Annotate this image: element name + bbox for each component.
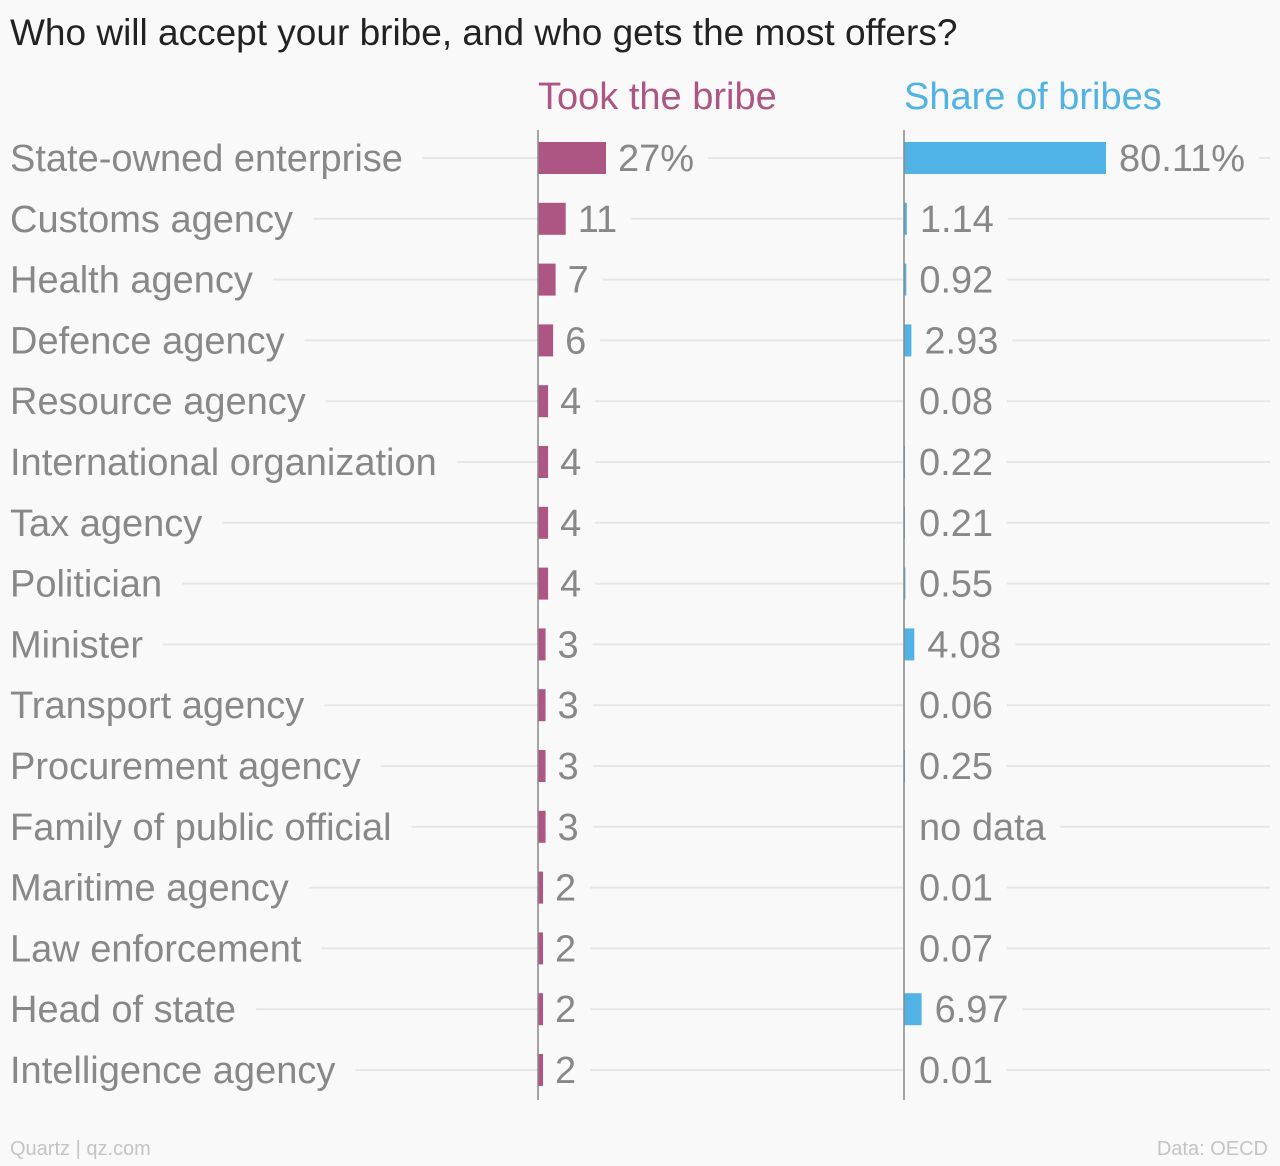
value-label-share: 0.25 — [919, 746, 993, 788]
value-label-took: 4 — [560, 503, 581, 545]
value-label-share: 0.08 — [919, 381, 993, 423]
category-label: Family of public official — [10, 807, 392, 849]
data-source: Data: OECD — [1156, 1138, 1268, 1160]
bar-took — [538, 324, 554, 357]
value-label-took: 2 — [555, 928, 576, 970]
bar-took — [538, 567, 549, 600]
bar-took — [538, 993, 544, 1026]
series-header-took: Took the bribe — [538, 76, 777, 118]
category-label: Customs agency — [10, 199, 293, 241]
category-label: Head of state — [10, 989, 236, 1031]
bar-took — [538, 1054, 544, 1086]
category-label: Minister — [10, 624, 143, 666]
value-label-share: 80.11% — [1119, 138, 1245, 180]
value-label-took: 3 — [558, 685, 579, 727]
value-label-took: 6 — [565, 320, 586, 362]
value-label-took: 4 — [560, 381, 581, 423]
bar-took — [538, 202, 566, 235]
value-label-share: 0.92 — [919, 260, 993, 302]
value-label-share: 0.06 — [919, 685, 993, 727]
bar-took — [538, 871, 544, 904]
value-label-took: 2 — [555, 868, 576, 910]
value-label-share: 6.97 — [935, 989, 1009, 1031]
category-label: Defence agency — [10, 320, 285, 362]
value-label-took: 11 — [578, 199, 617, 241]
category-label: Health agency — [10, 260, 253, 302]
value-label-share: 4.08 — [927, 624, 1001, 666]
bar-took — [538, 446, 549, 478]
value-label-took: 4 — [560, 564, 581, 606]
value-label-share: 0.22 — [919, 442, 993, 484]
value-label-took: 3 — [558, 807, 579, 849]
value-label-share: 0.21 — [919, 503, 993, 545]
bar-share — [904, 142, 1106, 174]
bar-share — [904, 628, 915, 661]
category-label: State-owned enterprise — [10, 138, 403, 180]
bar-share — [904, 263, 907, 296]
value-label-share: no data — [919, 807, 1047, 849]
category-label: International organization — [10, 442, 437, 484]
value-label-took: 3 — [558, 746, 579, 788]
bar-took — [538, 385, 549, 418]
bar-took — [538, 689, 546, 722]
category-label: Tax agency — [10, 503, 202, 545]
value-label-share: 1.14 — [920, 199, 994, 241]
value-label-took: 7 — [568, 260, 589, 302]
bar-share — [904, 324, 912, 357]
value-label-took: 3 — [558, 624, 579, 666]
bar-took — [538, 932, 544, 965]
category-label: Politician — [10, 564, 162, 606]
bar-share — [904, 993, 922, 1026]
source-credit: Quartz | qz.com — [10, 1138, 151, 1160]
bar-took — [538, 263, 556, 296]
chart-title: Who will accept your bribe, and who gets… — [10, 12, 958, 53]
value-label-share: 2.93 — [924, 320, 998, 362]
value-label-took: 27% — [618, 138, 694, 180]
value-label-share: 0.55 — [919, 564, 993, 606]
category-label: Intelligence agency — [10, 1050, 335, 1092]
bar-took — [538, 506, 549, 539]
value-label-share: 0.01 — [919, 868, 993, 910]
value-label-share: 0.01 — [919, 1050, 993, 1092]
bar-took — [538, 750, 546, 782]
category-label: Transport agency — [10, 685, 304, 727]
category-label: Maritime agency — [10, 868, 289, 910]
bar-took — [538, 142, 606, 174]
bar-took — [538, 810, 546, 843]
value-label-share: 0.07 — [919, 928, 993, 970]
bar-share — [904, 202, 907, 235]
category-label: Law enforcement — [10, 928, 302, 970]
value-label-took: 2 — [555, 1050, 576, 1092]
series-header-share: Share of bribes — [904, 76, 1162, 118]
category-label: Procurement agency — [10, 746, 361, 788]
category-label: Resource agency — [10, 381, 306, 423]
value-label-took: 4 — [560, 442, 581, 484]
value-label-took: 2 — [555, 989, 576, 1031]
bar-took — [538, 628, 546, 661]
